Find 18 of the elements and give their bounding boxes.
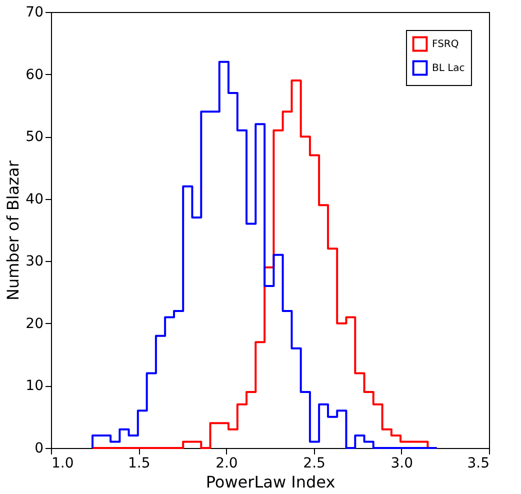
x-tick-label: 3.0 xyxy=(390,456,414,472)
y-tick-label: 60 xyxy=(26,66,44,83)
x-tick-label: 1.5 xyxy=(128,456,150,472)
x-tick-label: 2.5 xyxy=(303,456,326,472)
y-tick-label: 40 xyxy=(26,191,44,208)
y-tick-label: 10 xyxy=(26,378,44,394)
y-tick-label: 70 xyxy=(26,4,44,20)
legend-label: FSRQ xyxy=(432,39,459,50)
y-axis-title: Number of Blazar xyxy=(4,160,23,300)
legend-label: BL Lac xyxy=(432,63,465,74)
y-tick-label: 20 xyxy=(26,316,44,332)
y-tick-label: 30 xyxy=(26,254,44,270)
x-axis-title: PowerLaw Index xyxy=(206,472,336,492)
y-tick-label: 0 xyxy=(34,440,44,456)
x-tick-label: 3.5 xyxy=(467,456,490,472)
x-tick-label: 2.0 xyxy=(216,456,238,472)
x-tick-label: 1.0 xyxy=(52,456,74,472)
y-tick-label: 50 xyxy=(26,129,44,146)
